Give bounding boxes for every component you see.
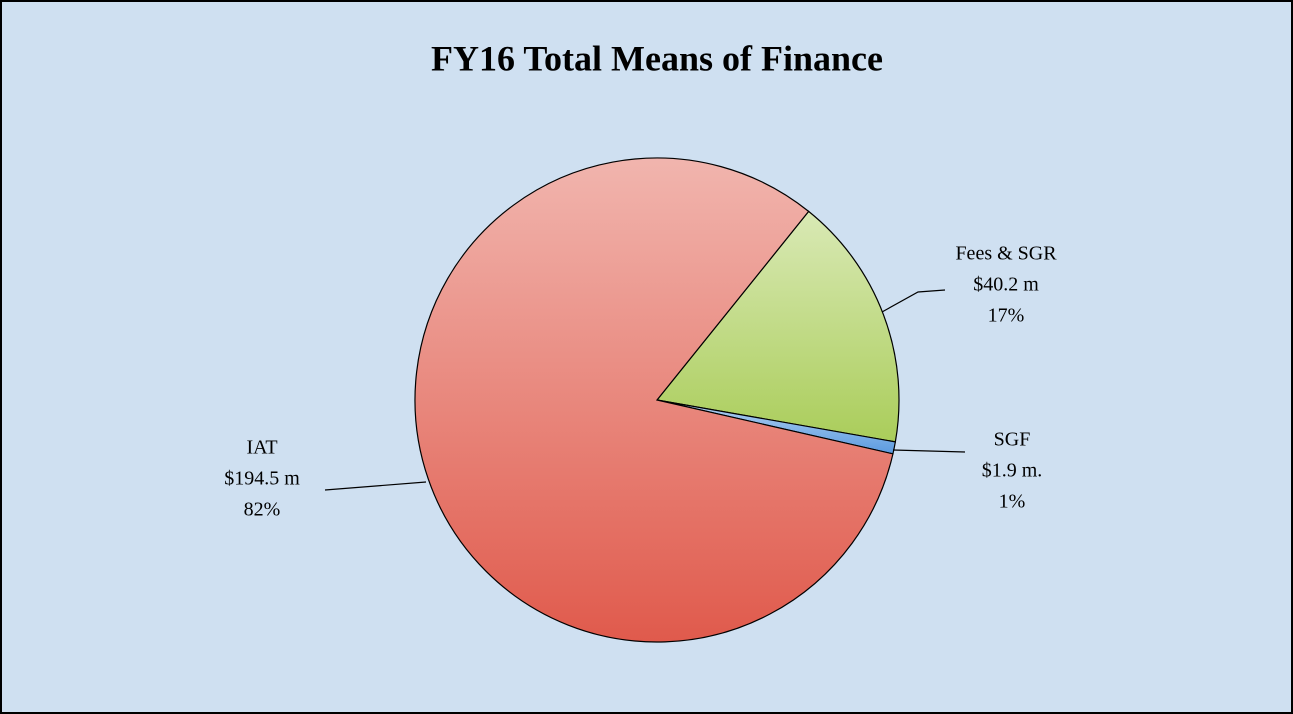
- percent-label: 82%: [244, 499, 281, 521]
- chart-title: FY16 Total Means of Finance: [431, 38, 883, 78]
- value-label: $40.2 m: [973, 274, 1039, 296]
- percent-label: 17%: [988, 305, 1025, 327]
- value-label: $194.5 m: [224, 468, 300, 490]
- percent-label: 1%: [999, 491, 1026, 513]
- pie-slice: [655, 210, 900, 443]
- value-label: $1.9 m.: [982, 460, 1043, 482]
- leader-line: [881, 289, 946, 313]
- pie-slice: [414, 157, 894, 643]
- leader-line: [892, 449, 966, 453]
- category-label: Fees & SGR: [955, 243, 1057, 265]
- category-label: IAT: [246, 437, 277, 459]
- category-label: SGF: [994, 429, 1031, 451]
- leader-line: [324, 481, 427, 491]
